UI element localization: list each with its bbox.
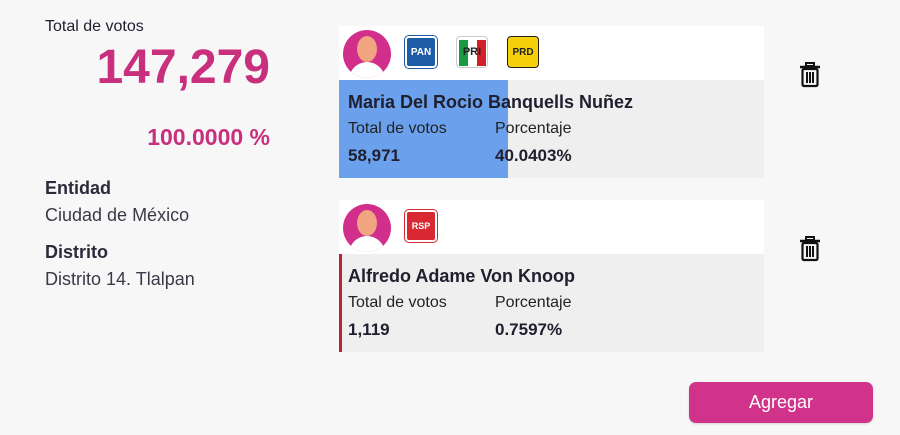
votes-label: Total de votos (348, 120, 447, 137)
total-votes-label: Total de votos (45, 18, 144, 35)
percent-label: Porcentaje (495, 120, 572, 137)
district-label: Distrito (45, 242, 108, 262)
percent-fill-bar (339, 254, 342, 352)
trash-icon[interactable] (799, 62, 821, 88)
total-percent-value: 100.0000 % (147, 124, 270, 150)
district-value: Distrito 14. Tlalpan (45, 269, 195, 289)
pri-party-logo-icon: PRI (456, 36, 488, 68)
person-avatar-icon (343, 204, 391, 252)
candidate-name: Maria Del Rocio Banquells Nuñez (348, 92, 634, 112)
votes-value: 1,119 (348, 320, 390, 339)
add-button[interactable]: Agregar (689, 382, 873, 423)
votes-value: 58,971 (348, 146, 400, 165)
candidate-name: Alfredo Adame Von Knoop (348, 266, 575, 286)
percent-value: 0.7597% (495, 320, 563, 339)
candidate-card-header: PAN PRI PRD (339, 26, 764, 80)
votes-label: Total de votos (348, 294, 447, 311)
candidate-card-body: Alfredo Adame Von Knoop Total de votos P… (339, 254, 764, 352)
trash-icon[interactable] (799, 236, 821, 262)
percent-fill-bar (339, 80, 508, 178)
entity-value: Ciudad de México (45, 205, 190, 225)
prd-party-logo-icon: PRD (507, 36, 539, 68)
entity-label: Entidad (45, 178, 111, 198)
person-avatar-icon (343, 30, 391, 78)
candidate-card-header: RSP (339, 200, 764, 254)
pan-party-logo-icon: PAN (404, 35, 438, 69)
total-votes-value: 147,279 (96, 41, 270, 94)
candidate-card-body: Maria Del Rocio Banquells Nuñez Total de… (339, 80, 764, 178)
percent-value: 40.0403% (495, 146, 572, 165)
percent-label: Porcentaje (495, 294, 572, 311)
candidate-card: PAN PRI PRD Maria Del Rocio Banquells Nu… (339, 26, 764, 178)
candidate-card: RSP Alfredo Adame Von Knoop Total de vot… (339, 200, 764, 352)
rsp-party-logo-icon: RSP (404, 209, 438, 243)
